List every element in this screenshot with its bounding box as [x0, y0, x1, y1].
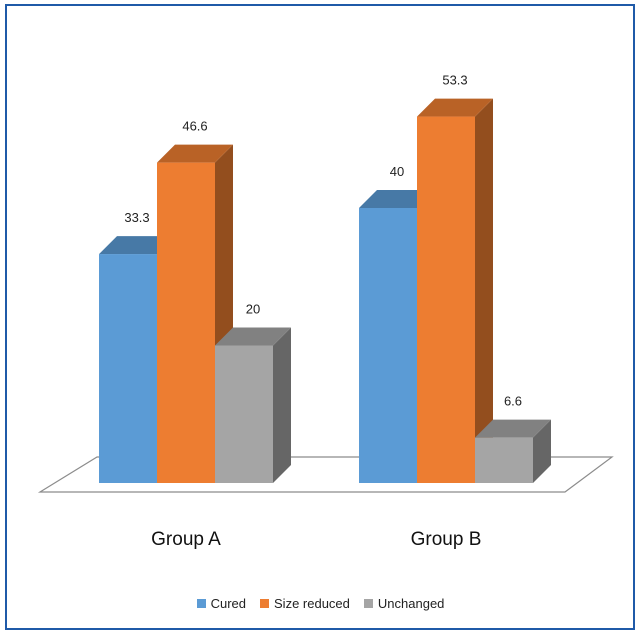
legend: Cured Size reduced Unchanged: [0, 592, 641, 614]
bar-group-b-unchanged: [475, 419, 551, 483]
bar-front-face: [215, 345, 273, 483]
legend-item-unchanged[interactable]: Unchanged: [363, 595, 445, 611]
data-label-group-a-cured: 33.3: [124, 210, 149, 225]
bar-front-face: [475, 437, 533, 483]
legend-label-cured: Cured: [210, 595, 247, 611]
legend-item-cured[interactable]: Cured: [196, 595, 247, 611]
bar-top-face: [417, 98, 493, 117]
bar-front-face: [417, 116, 475, 483]
bar-side-face: [273, 327, 291, 483]
bar-front-face: [359, 208, 417, 483]
legend-swatch-size-reduced: [260, 598, 270, 608]
legend-item-size-reduced[interactable]: Size reduced: [260, 596, 350, 611]
data-label-group-a-unchanged: 20: [246, 302, 260, 317]
bar-front-face: [157, 162, 215, 483]
category-label-group-a: Group A: [151, 529, 221, 550]
bar-group-a-unchanged: [215, 327, 291, 483]
data-label-group-a-size-reduced: 46.6: [182, 119, 207, 134]
bar-group-b-size-reduced: [417, 98, 493, 483]
category-labels-group: Group A Group B: [151, 529, 481, 550]
data-labels-group: 33.3 46.6 20 40 53.3 6.6: [124, 73, 522, 409]
data-label-group-b-unchanged: 6.6: [504, 394, 522, 409]
bar-top-face: [215, 327, 291, 346]
bar-side-face: [475, 98, 493, 483]
bar-top-face: [157, 144, 233, 163]
bar-side-face: [533, 419, 551, 483]
bar-top-face: [99, 236, 175, 255]
legend-label-size-reduced: Size reduced: [274, 595, 350, 611]
bar-top-face: [359, 190, 435, 208]
legend-swatch-unchanged: [363, 598, 373, 608]
bars-group: [99, 98, 551, 483]
legend-label-unchanged: Unchanged: [377, 595, 445, 611]
bar-top-face: [475, 419, 551, 438]
legend-swatch-cured: [196, 598, 206, 608]
data-label-group-b-size-reduced: 53.3: [442, 73, 467, 88]
bar-front-face: [99, 254, 157, 483]
category-label-group-b: Group B: [411, 529, 482, 550]
data-label-group-b-cured: 40: [390, 164, 404, 179]
